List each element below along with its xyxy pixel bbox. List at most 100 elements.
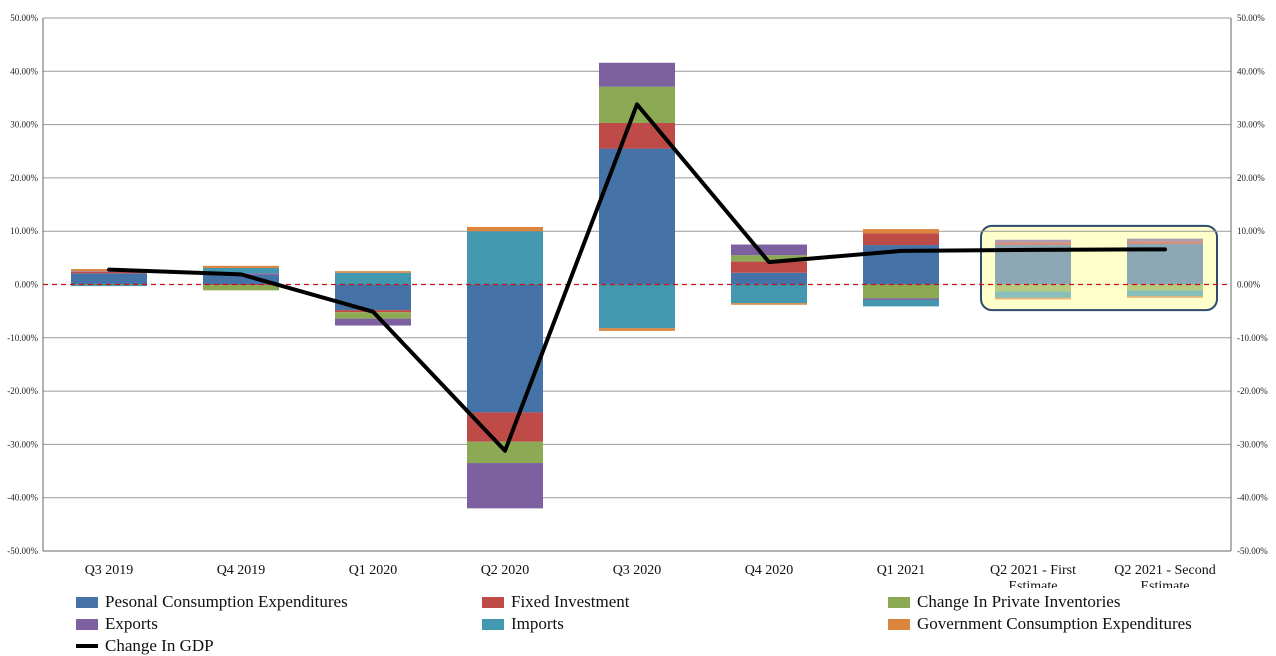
x-category-label-line: Q2 2021 - First	[990, 563, 1076, 578]
legend-swatch-imports	[482, 618, 504, 630]
y-tick-label-right: -40.00%	[1237, 493, 1268, 503]
bar-segment-3-2	[335, 318, 411, 326]
legend-item-exports: Exports	[76, 614, 158, 634]
bar-segment-5-1	[203, 265, 279, 268]
bar-segment-4-0	[71, 285, 147, 287]
bar-segment-2-2	[335, 312, 411, 319]
x-category-label: Q2 2020	[481, 563, 530, 578]
x-category-label: Q3 2019	[85, 563, 134, 578]
bar-segment-5-4	[599, 328, 675, 331]
bar-segment-1-8	[1127, 241, 1203, 244]
legend-label-fixed-investment: Fixed Investment	[511, 592, 630, 611]
x-category-label-line: Q2 2021 - Second	[1114, 563, 1216, 578]
chart-plot-area: -50.00% -50.00% -40.00% -40.00% -30.00% -30.0…	[7, 13, 1268, 594]
y-tick-label-right: 50.00%	[1237, 13, 1265, 23]
bar-segment-2-7	[995, 284, 1071, 292]
y-tick-label-right: 40.00%	[1237, 66, 1265, 76]
x-category-label: Q2 2021 - First Estimate	[990, 563, 1076, 588]
legend-item-fixed-investment: Fixed Investment	[482, 592, 630, 612]
legend-swatch-inventories	[888, 596, 910, 608]
legend-swatch-pce	[76, 596, 98, 608]
bar-segment-0-3	[467, 284, 543, 413]
y-tick-label-left: -10.00%	[7, 333, 38, 343]
y-tick-label-right: 10.00%	[1237, 226, 1265, 236]
y-tick-label-left: -30.00%	[7, 439, 38, 449]
bar-segment-1-7	[995, 242, 1071, 246]
y-tick-label-right: 30.00%	[1237, 120, 1265, 130]
bar-segment-4-8	[1127, 290, 1203, 297]
legend-item-inventories: Change In Private Inventories	[888, 592, 1120, 612]
x-category-label: Q2 2021 - Second Estimate	[1114, 563, 1216, 588]
x-category-label-line: Estimate	[1141, 579, 1190, 588]
bar-segment-5-6	[863, 229, 939, 234]
bar-segment-4-4	[599, 284, 675, 329]
y-tick-label-left: 20.00%	[10, 173, 38, 183]
bar-segment-0-5	[731, 272, 807, 285]
x-category-label: Q1 2020	[349, 563, 398, 578]
legend-item-pce: Pesonal Consumption Expenditures	[76, 592, 348, 612]
x-category-label-line: Q2 2020	[481, 563, 530, 578]
legend-swatch-fixed-investment	[482, 596, 504, 608]
bar-segment-2-6	[863, 284, 939, 299]
bar-segment-0-2	[335, 284, 411, 311]
y-tick-label-left: 10.00%	[10, 226, 38, 236]
y-tick-label-left: -50.00%	[7, 546, 38, 556]
bar-segment-3-8	[1127, 238, 1203, 242]
x-category-label-line: Q1 2021	[877, 563, 926, 578]
bar-segment-4-2	[335, 272, 411, 285]
bar-segment-4-6	[863, 299, 939, 307]
chart-legend: Pesonal Consumption Expenditures Fixed I…	[0, 588, 1276, 656]
legend-label-exports: Exports	[105, 614, 158, 633]
bar-segment-5-3	[467, 226, 543, 232]
legend-swatch-exports	[76, 618, 98, 630]
bar-segment-5-7	[995, 297, 1071, 300]
bar-segment-2-5	[731, 255, 807, 262]
y-tick-label-right: 0.00%	[1237, 280, 1261, 290]
bar-segment-5-2	[335, 271, 411, 273]
bar-segment-0-0	[71, 273, 147, 285]
x-category-label: Q4 2019	[217, 563, 266, 578]
legend-swatch-gdp	[76, 644, 98, 648]
bar-segment-0-1	[203, 274, 279, 285]
y-tick-label-left: -40.00%	[7, 493, 38, 503]
bar-segment-3-6	[863, 298, 939, 300]
y-tick-label-right: -30.00%	[1237, 439, 1268, 449]
bar-segment-5-8	[1127, 296, 1203, 298]
x-category-label-line: Estimate	[1009, 579, 1058, 588]
legend-swatch-government	[888, 618, 910, 630]
bar-segment-3-3	[467, 463, 543, 509]
legend-label-pce: Pesonal Consumption Expenditures	[105, 592, 348, 611]
bar-segment-4-3	[467, 231, 543, 285]
legend-label-imports: Imports	[511, 614, 564, 633]
bar-segment-3-4	[599, 62, 675, 87]
legend-label-inventories: Change In Private Inventories	[917, 592, 1121, 611]
y-tick-label-left: -20.00%	[7, 386, 38, 396]
x-category-label: Q1 2021	[877, 563, 926, 578]
bar-segment-3-5	[731, 244, 807, 256]
x-category-label-line: Q1 2020	[349, 563, 398, 578]
y-tick-label-left: 50.00%	[10, 13, 38, 23]
bar-segment-1-5	[731, 261, 807, 273]
y-tick-label-right: -20.00%	[1237, 386, 1268, 396]
legend-item-imports: Imports	[482, 614, 564, 634]
x-category-label-line: Q4 2019	[217, 563, 266, 578]
legend-item-gdp: Change In GDP	[76, 636, 214, 656]
bar-segment-1-3	[467, 412, 543, 442]
bar-segment-4-1	[203, 267, 279, 274]
y-tick-label-right: -50.00%	[1237, 546, 1268, 556]
legend-label-government: Government Consumption Expenditures	[917, 614, 1192, 633]
y-tick-label-left: 40.00%	[10, 66, 38, 76]
y-tick-label-right: -10.00%	[1237, 333, 1268, 343]
y-tick-label-right: 20.00%	[1237, 173, 1265, 183]
y-tick-label-left: 30.00%	[10, 120, 38, 130]
bar-segment-5-5	[731, 303, 807, 305]
x-category-label: Q3 2020	[613, 563, 662, 578]
legend-label-gdp: Change In GDP	[105, 636, 214, 655]
legend-item-government: Government Consumption Expenditures	[888, 614, 1192, 634]
x-category-label-line: Q3 2020	[613, 563, 662, 578]
bar-segment-2-8	[1127, 284, 1203, 291]
x-category-label: Q4 2020	[745, 563, 794, 578]
bar-segment-4-5	[731, 284, 807, 304]
y-tick-label-left: 0.00%	[15, 280, 39, 290]
